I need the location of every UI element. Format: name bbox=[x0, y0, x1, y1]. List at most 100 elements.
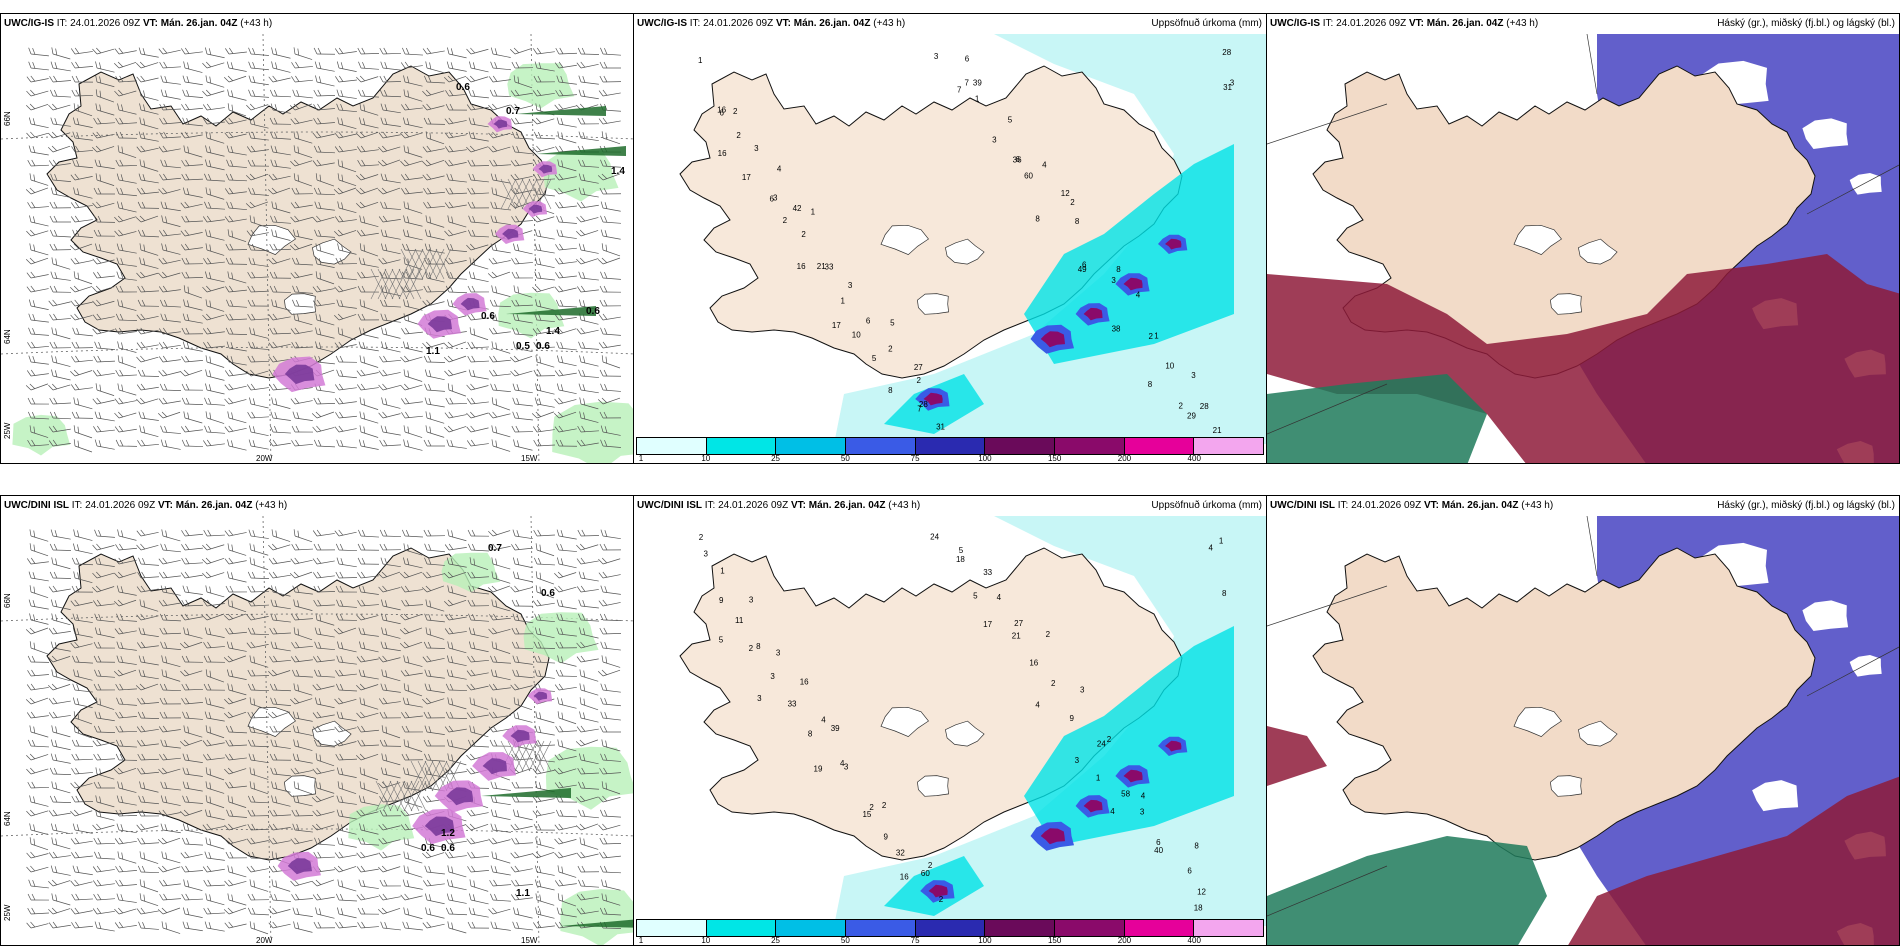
glacier-outline bbox=[1513, 224, 1563, 256]
wind-barb bbox=[136, 313, 159, 321]
wind-barb bbox=[180, 571, 203, 579]
wind-barb bbox=[225, 585, 248, 593]
wind-barb bbox=[447, 879, 467, 891]
wind-barb bbox=[72, 865, 93, 876]
wind-barb bbox=[115, 159, 138, 167]
wind-barb bbox=[377, 571, 401, 579]
wind-barb bbox=[357, 159, 379, 167]
wind-barb bbox=[205, 187, 225, 200]
wind-barb bbox=[71, 585, 94, 593]
precip-core bbox=[533, 691, 548, 701]
wind-barb bbox=[532, 851, 555, 859]
wind-barb bbox=[28, 313, 49, 323]
wind-barb bbox=[469, 557, 489, 571]
wind-barb bbox=[181, 683, 203, 691]
wind-barb bbox=[446, 61, 467, 72]
wind-barb bbox=[117, 341, 137, 353]
wind-barb bbox=[358, 837, 379, 846]
wind-barb bbox=[315, 907, 335, 919]
wind-barb bbox=[512, 613, 533, 624]
wind-barb bbox=[557, 711, 577, 725]
colorbar-tick: 25 bbox=[771, 936, 780, 945]
wind-barb bbox=[578, 369, 599, 378]
wind-barb bbox=[29, 173, 49, 186]
colorbar-swatch bbox=[1194, 438, 1264, 454]
wind-barb bbox=[358, 795, 379, 806]
wind-barb bbox=[202, 599, 225, 607]
wind-barb bbox=[291, 809, 314, 817]
wind-barb bbox=[469, 61, 489, 73]
section-line bbox=[1267, 103, 1388, 145]
wind-barb bbox=[337, 117, 357, 129]
wind-barb bbox=[223, 907, 247, 915]
wind-barb bbox=[292, 89, 313, 99]
wind-barb bbox=[202, 61, 225, 69]
wind-barb bbox=[48, 809, 71, 817]
wind-barb bbox=[158, 369, 181, 377]
wind-barb bbox=[403, 739, 423, 752]
precip-value: 1 bbox=[975, 94, 980, 103]
wind-barb bbox=[403, 145, 423, 158]
wind-barb bbox=[468, 369, 489, 380]
wind-barb bbox=[50, 641, 71, 652]
precip-value: 2 bbox=[916, 376, 921, 385]
wind-barb bbox=[357, 313, 380, 321]
wind-barb bbox=[227, 439, 247, 451]
wind-barb bbox=[578, 879, 599, 888]
wind-barb bbox=[535, 907, 555, 919]
wind-barb bbox=[579, 397, 599, 410]
wind-barb bbox=[51, 355, 71, 367]
wind-barb bbox=[600, 229, 621, 240]
wind-barb bbox=[466, 383, 489, 391]
wind-barb bbox=[335, 585, 358, 593]
wind-barb bbox=[249, 215, 269, 229]
wind-barb bbox=[423, 439, 446, 447]
wind-barb bbox=[466, 669, 489, 677]
wind-barb bbox=[403, 907, 423, 920]
colorbar-tick: 10 bbox=[701, 936, 711, 945]
wind-barb bbox=[268, 571, 291, 579]
wind-barb bbox=[271, 397, 291, 409]
colorbar-swatch bbox=[776, 438, 847, 454]
precip-core bbox=[482, 758, 507, 775]
wind-barb bbox=[379, 711, 402, 719]
wind-barb bbox=[94, 851, 115, 860]
wind-barb bbox=[403, 201, 423, 214]
wind-barb bbox=[291, 613, 313, 621]
wind-barb bbox=[315, 781, 335, 794]
wind-barb bbox=[423, 187, 445, 195]
wind-barb bbox=[601, 243, 621, 257]
wind-barb bbox=[578, 809, 599, 819]
wind-barb bbox=[71, 739, 94, 748]
lat-label: 66N bbox=[3, 593, 12, 608]
precip-value: 27 bbox=[1014, 619, 1023, 628]
precip-zone-150 bbox=[1083, 799, 1103, 813]
wind-barb bbox=[336, 369, 357, 379]
wind-barb bbox=[490, 893, 511, 902]
wind-barb bbox=[423, 257, 446, 265]
wind-barb bbox=[292, 823, 313, 833]
wind-barb bbox=[246, 369, 269, 377]
wind-barb bbox=[599, 725, 622, 733]
wind-barb bbox=[183, 627, 203, 639]
wind-barb bbox=[180, 243, 203, 251]
wind-barb bbox=[533, 341, 555, 349]
cloud-gap bbox=[1802, 118, 1849, 149]
wind-barb bbox=[205, 893, 225, 906]
wind-barb bbox=[467, 355, 489, 363]
wind-barb bbox=[535, 893, 555, 906]
precip-value: 21 bbox=[1213, 426, 1222, 435]
precip-core bbox=[424, 816, 455, 837]
wind-barb bbox=[137, 837, 159, 845]
wind-barb bbox=[534, 627, 555, 639]
wind-barb bbox=[160, 781, 181, 791]
wind-barb bbox=[268, 439, 291, 447]
wind-barb bbox=[315, 243, 335, 256]
wind-barb bbox=[137, 711, 160, 719]
wind-barb bbox=[467, 201, 490, 209]
wind-barb bbox=[224, 557, 247, 565]
wind-barb bbox=[51, 557, 71, 570]
wind-barb bbox=[600, 327, 621, 336]
wind-barb bbox=[359, 767, 379, 781]
precip-value: 21 bbox=[817, 262, 826, 271]
